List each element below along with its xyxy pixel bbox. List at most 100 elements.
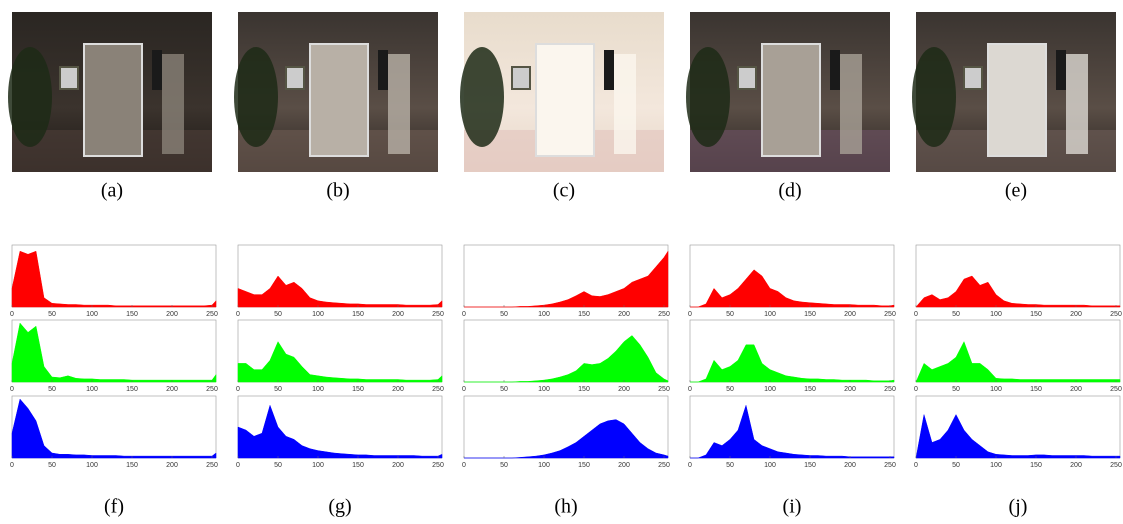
x-tick-label: 100 bbox=[312, 311, 324, 318]
caption: (e) bbox=[1005, 180, 1027, 202]
x-tick-label: 50 bbox=[952, 462, 960, 469]
histogram-area bbox=[464, 419, 669, 459]
x-tick-label: 200 bbox=[1070, 462, 1082, 469]
histogram-area bbox=[690, 269, 895, 308]
photo-window bbox=[614, 54, 636, 154]
x-tick-label: 250 bbox=[432, 386, 444, 393]
caption: (h) bbox=[554, 496, 577, 518]
x-tick-label: 150 bbox=[1030, 311, 1042, 318]
x-tick-label: 150 bbox=[1030, 386, 1042, 393]
photo-window bbox=[83, 43, 143, 157]
photo-board bbox=[830, 50, 840, 90]
photo-frame-art bbox=[963, 66, 983, 90]
x-tick-label: 50 bbox=[48, 386, 56, 393]
x-tick-label: 50 bbox=[726, 386, 734, 393]
x-tick-label: 150 bbox=[126, 311, 138, 318]
histogram-area bbox=[915, 341, 1121, 383]
x-tick-label: 100 bbox=[86, 311, 98, 318]
x-tick-label: 0 bbox=[914, 386, 918, 393]
x-tick-label: 0 bbox=[688, 462, 692, 469]
x-tick-label: 250 bbox=[658, 462, 670, 469]
photo-plant bbox=[234, 47, 278, 147]
histogram-area bbox=[464, 335, 669, 383]
x-tick-label: 50 bbox=[48, 311, 56, 318]
x-tick-label: 150 bbox=[804, 462, 816, 469]
photo-board bbox=[378, 50, 388, 90]
x-tick-label: 100 bbox=[312, 462, 324, 469]
x-tick-label: 100 bbox=[538, 311, 550, 318]
x-tick-label: 200 bbox=[166, 311, 178, 318]
plot-frame bbox=[11, 244, 217, 308]
photo-frame-art bbox=[737, 66, 757, 90]
x-tick-label: 200 bbox=[618, 311, 630, 318]
x-tick-label: 100 bbox=[538, 386, 550, 393]
x-tick-label: 250 bbox=[884, 386, 896, 393]
x-tick-label: 100 bbox=[990, 462, 1002, 469]
photo-frame-art bbox=[59, 66, 79, 90]
x-tick-label: 100 bbox=[764, 462, 776, 469]
photo bbox=[234, 12, 438, 172]
x-tick-label: 100 bbox=[86, 462, 98, 469]
x-tick-label: 100 bbox=[764, 311, 776, 318]
x-tick-label: 0 bbox=[236, 462, 240, 469]
x-tick-label: 0 bbox=[236, 311, 240, 318]
x-tick-label: 0 bbox=[914, 311, 918, 318]
x-tick-label: 250 bbox=[658, 311, 670, 318]
x-tick-label: 50 bbox=[726, 462, 734, 469]
photo-plant bbox=[8, 47, 52, 147]
x-tick-label: 250 bbox=[206, 462, 218, 469]
x-tick-label: 150 bbox=[578, 386, 590, 393]
x-tick-label: 200 bbox=[392, 311, 404, 318]
x-tick-label: 0 bbox=[688, 311, 692, 318]
x-tick-label: 50 bbox=[500, 386, 508, 393]
x-tick-label: 250 bbox=[432, 311, 444, 318]
x-tick-label: 100 bbox=[990, 311, 1002, 318]
x-tick-label: 250 bbox=[884, 462, 896, 469]
histogram-area bbox=[237, 404, 443, 459]
histogram-area bbox=[690, 344, 895, 383]
x-tick-label: 50 bbox=[952, 386, 960, 393]
x-tick-label: 150 bbox=[804, 311, 816, 318]
x-tick-label: 200 bbox=[618, 462, 630, 469]
x-tick-label: 150 bbox=[352, 386, 364, 393]
caption: (i) bbox=[783, 496, 802, 518]
photo bbox=[686, 12, 890, 172]
photo-frame-art bbox=[511, 66, 531, 90]
x-tick-label: 250 bbox=[1110, 386, 1122, 393]
x-tick-label: 0 bbox=[10, 311, 14, 318]
x-tick-label: 150 bbox=[126, 462, 138, 469]
photo-board bbox=[604, 50, 614, 90]
photo-plant bbox=[686, 47, 730, 147]
photo-window bbox=[761, 43, 821, 157]
histogram-area bbox=[690, 404, 895, 459]
x-tick-label: 200 bbox=[844, 462, 856, 469]
x-tick-label: 150 bbox=[804, 386, 816, 393]
x-tick-label: 150 bbox=[352, 462, 364, 469]
photo-frame-art bbox=[285, 66, 305, 90]
plot-frame bbox=[915, 244, 1121, 308]
x-tick-label: 250 bbox=[206, 386, 218, 393]
histogram-area bbox=[11, 250, 217, 308]
photo bbox=[460, 12, 664, 172]
caption: (c) bbox=[553, 180, 575, 202]
caption: (b) bbox=[326, 180, 349, 202]
x-tick-label: 100 bbox=[764, 386, 776, 393]
histogram-area bbox=[237, 275, 443, 308]
x-tick-label: 0 bbox=[462, 311, 466, 318]
x-tick-label: 150 bbox=[1030, 462, 1042, 469]
histogram-area bbox=[11, 398, 217, 459]
photo-window bbox=[987, 43, 1047, 157]
x-tick-label: 50 bbox=[500, 462, 508, 469]
caption: (a) bbox=[101, 180, 123, 202]
photo-window bbox=[840, 54, 862, 154]
x-tick-label: 200 bbox=[392, 462, 404, 469]
histogram-area bbox=[11, 322, 217, 383]
photo-board bbox=[1056, 50, 1066, 90]
photo-plant bbox=[460, 47, 504, 147]
photo bbox=[8, 12, 212, 172]
x-tick-label: 100 bbox=[312, 386, 324, 393]
x-tick-label: 0 bbox=[236, 386, 240, 393]
x-tick-label: 200 bbox=[844, 386, 856, 393]
x-tick-label: 50 bbox=[274, 386, 282, 393]
